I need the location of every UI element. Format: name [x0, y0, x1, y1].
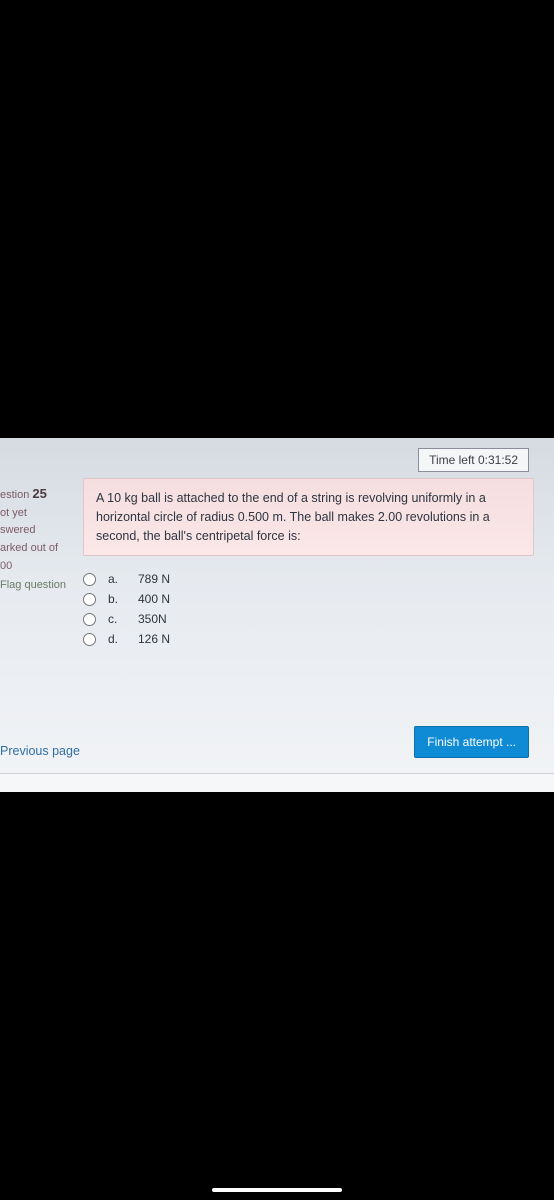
question-text: A 10 kg ball is attached to the end of a…	[96, 491, 490, 543]
option-c-value: 350N	[138, 612, 167, 626]
options-group: a. 789 N b. 400 N c. 350N d. 126 N	[83, 572, 534, 646]
option-a-value: 789 N	[138, 572, 170, 586]
question-prefix: estion	[0, 489, 29, 501]
browser-bottom-bar	[0, 773, 554, 792]
option-c-radio[interactable]	[83, 613, 96, 626]
previous-page-link[interactable]: Previous page	[0, 744, 80, 758]
option-d-value: 126 N	[138, 632, 170, 646]
option-b-radio[interactable]	[83, 593, 96, 606]
option-d-radio[interactable]	[83, 633, 96, 646]
question-text-box: A 10 kg ball is attached to the end of a…	[83, 478, 534, 556]
option-c-letter: c.	[108, 612, 126, 626]
question-number-value: 25	[32, 486, 46, 501]
time-left-label: Time left 0:31:52	[429, 453, 518, 467]
home-indicator	[212, 1188, 342, 1192]
flag-question-link[interactable]: Flag question	[0, 577, 75, 595]
option-a-radio[interactable]	[83, 573, 96, 586]
option-b[interactable]: b. 400 N	[83, 592, 534, 606]
content-row: estion 25 ot yet swered arked out of 00 …	[0, 478, 554, 652]
option-a[interactable]: a. 789 N	[83, 572, 534, 586]
option-d-letter: d.	[108, 632, 126, 646]
status-line-2: swered	[0, 522, 75, 540]
option-a-letter: a.	[108, 572, 126, 586]
finish-attempt-button[interactable]: Finish attempt ...	[414, 726, 529, 758]
option-b-value: 400 N	[138, 592, 170, 606]
marked-line-1: arked out of	[0, 540, 75, 558]
time-left-box: Time left 0:31:52	[418, 448, 529, 472]
question-number: estion 25	[0, 484, 75, 505]
option-b-letter: b.	[108, 592, 126, 606]
option-c[interactable]: c. 350N	[83, 612, 534, 626]
marked-line-2: 00	[0, 558, 75, 576]
status-line-1: ot yet	[0, 505, 75, 523]
question-main: A 10 kg ball is attached to the end of a…	[79, 478, 554, 652]
question-sidebar: estion 25 ot yet swered arked out of 00 …	[0, 478, 79, 652]
option-d[interactable]: d. 126 N	[83, 632, 534, 646]
quiz-screen: Time left 0:31:52 estion 25 ot yet swere…	[0, 438, 554, 792]
